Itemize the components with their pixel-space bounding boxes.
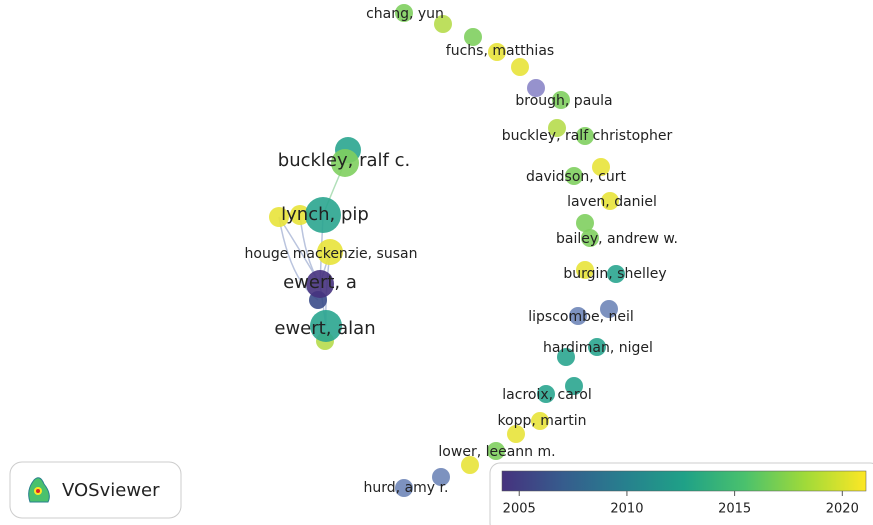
node-label: burgin, shelley (563, 266, 666, 282)
logo-box (9, 461, 182, 519)
node (269, 207, 289, 227)
node (607, 265, 625, 283)
node-label: brough, paula (515, 93, 612, 109)
node (588, 338, 606, 356)
node (576, 127, 594, 145)
node-label: davidson, curt (526, 169, 626, 185)
node-label: hurd, amy r. (364, 480, 449, 496)
tick-label: 2020 (826, 502, 859, 517)
node (290, 205, 310, 225)
node-label: fuchs, matthias (446, 43, 554, 59)
tick-label: 2010 (610, 502, 643, 517)
node (557, 348, 575, 366)
node-label: laven, daniel (567, 194, 657, 210)
node-label: ewert, alan (274, 318, 375, 339)
color-legend: 2005 2010 2015 2020 (489, 462, 873, 525)
node (331, 149, 359, 177)
node-label: lipscombe, neil (528, 309, 634, 325)
node (507, 425, 525, 443)
node-label: lacroix, carol (502, 387, 591, 403)
node (395, 479, 413, 497)
node (548, 119, 566, 137)
node (600, 300, 618, 318)
node-label: hardiman, nigel (543, 340, 653, 356)
node-label: lower, leeann m. (438, 444, 555, 460)
node (434, 15, 452, 33)
node (537, 385, 555, 403)
node (601, 192, 619, 210)
node (531, 412, 549, 430)
tick-label: 2005 (503, 502, 536, 517)
node (576, 261, 594, 279)
node (487, 442, 505, 460)
node (569, 307, 587, 325)
node-label: buckley, ralf christopher (502, 128, 673, 144)
node (305, 197, 341, 233)
node (317, 239, 343, 265)
node (581, 229, 599, 247)
logo: VOSviewer (9, 461, 182, 519)
node-label: lynch, pip (281, 204, 369, 225)
node (592, 158, 610, 176)
node (310, 310, 342, 342)
node (576, 214, 594, 232)
node (488, 43, 506, 61)
node (395, 4, 413, 22)
node (527, 79, 545, 97)
node (464, 28, 482, 46)
tick-label: 2015 (718, 502, 751, 517)
node (432, 468, 450, 486)
node-label: chang, yun (366, 6, 444, 22)
logo-text: VOSviewer (62, 480, 160, 501)
node (511, 58, 529, 76)
node-label: ewert, a (283, 272, 357, 293)
color-bar (501, 470, 867, 492)
node-label: bailey, andrew w. (556, 231, 678, 247)
node-label: buckley, ralf c. (278, 150, 410, 171)
node (461, 456, 479, 474)
node (552, 91, 570, 109)
node (565, 377, 583, 395)
node-label: houge mackenzie, susan (245, 246, 418, 262)
node (306, 270, 334, 298)
node-label: kopp, martin (497, 413, 586, 429)
logo-icon (36, 489, 40, 493)
node (565, 167, 583, 185)
